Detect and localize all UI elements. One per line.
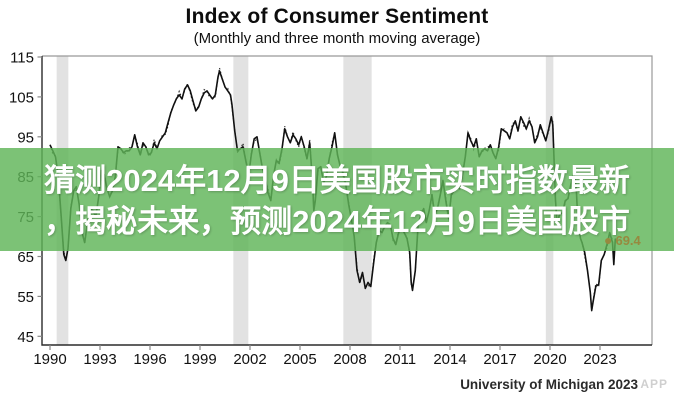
svg-text:2023: 2023 (583, 351, 616, 368)
svg-text:95: 95 (17, 129, 34, 146)
svg-text:2020: 2020 (533, 351, 566, 368)
x-axis: 1990 1993 1996 1999 2002 2005 2008 2011 2014 2017… (33, 345, 617, 368)
svg-text:2017: 2017 (483, 351, 516, 368)
svg-text:65: 65 (17, 249, 34, 266)
last-point-marker-icon: ● (604, 232, 613, 248)
source-attribution: University of Michigan 2023 (460, 377, 638, 392)
svg-text:2008: 2008 (333, 351, 366, 368)
svg-text:1996: 1996 (133, 351, 166, 368)
svg-text:2014: 2014 (433, 351, 466, 368)
last-value-text: 69.4 (615, 233, 641, 248)
svg-text:1993: 1993 (83, 351, 116, 368)
svg-text:2005: 2005 (283, 351, 316, 368)
svg-text:105: 105 (9, 89, 34, 106)
chart-subtitle: (Monthly and three month moving average) (193, 30, 481, 47)
svg-text:1999: 1999 (183, 351, 216, 368)
chart-title: Index of Consumer Sentiment (185, 5, 489, 28)
svg-text:2011: 2011 (384, 351, 416, 368)
last-value-label: ● 69.4 (604, 233, 641, 248)
svg-text:45: 45 (17, 329, 34, 346)
svg-text:1990: 1990 (33, 351, 66, 368)
svg-text:115: 115 (10, 50, 34, 67)
overlay-banner-text-line1: 猜测2024年12月9日美国股市实时指数最新 (44, 162, 630, 198)
svg-text:2002: 2002 (233, 351, 266, 368)
watermark-text: APP (640, 377, 668, 391)
svg-text:55: 55 (17, 289, 34, 306)
overlay-banner-text-line2: ，揭秘未来，预测2024年12月9日美国股市 (44, 203, 630, 239)
overlay-banner: 猜测2024年12月9日美国股市实时指数最新 ，揭秘未来，预测2024年12月9… (0, 148, 674, 251)
